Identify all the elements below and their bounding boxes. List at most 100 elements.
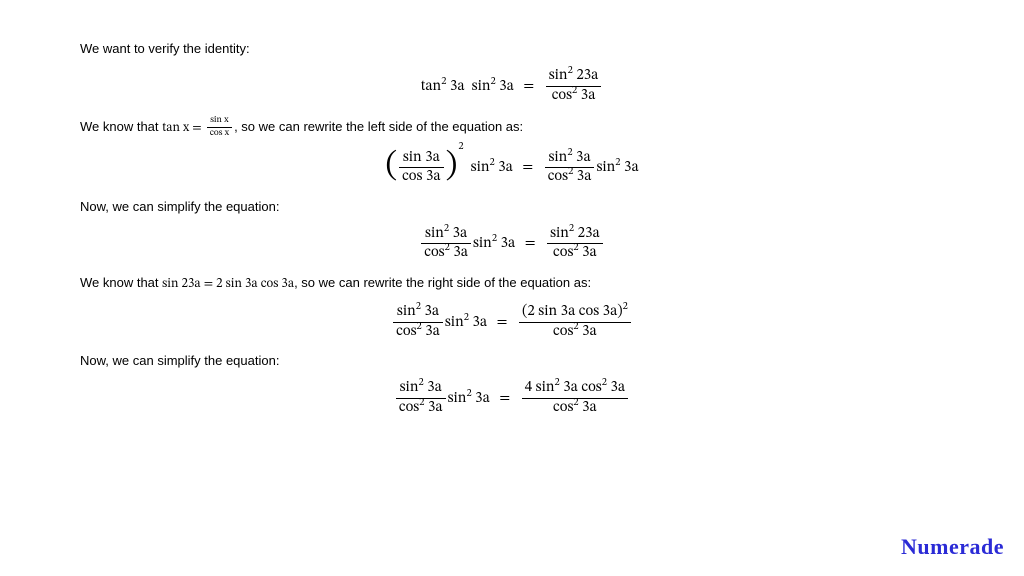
sq-exp: 2 [418, 378, 423, 388]
sin-fn: sin [536, 380, 555, 395]
sq-exp: 2 [573, 243, 578, 253]
cos-fn: cos [552, 88, 572, 103]
arg-3a: 3a [582, 245, 597, 260]
arg-3a: 3a [427, 380, 442, 395]
text-5: Now, we can simplify the equation: [80, 353, 279, 368]
arg-3a: 3a [624, 160, 639, 175]
sq-exp: 2 [490, 77, 495, 87]
arg-3a: 3a [472, 315, 487, 330]
sq-exp: 2 [489, 158, 494, 168]
equation-2: ( sin 3a cos 3a )2 sin2 3a = sin2 3a cos… [80, 150, 944, 186]
fraction: sin2 3a cos2 3a [393, 304, 443, 340]
fraction: sin2 23a cos2 3a [546, 68, 602, 104]
text-line-5: Now, we can simplify the equation: [80, 352, 944, 370]
sq-exp: 2 [458, 142, 463, 152]
sin-fn: sin [596, 160, 615, 175]
cos-fn: cos [396, 324, 416, 339]
cos-fn: cos [553, 324, 573, 339]
arg-23a: 23a [578, 226, 600, 241]
logo-text: Numerade [901, 534, 1004, 559]
equation-1: tan2 3a sin2 3a = sin2 23a cos2 3a [80, 68, 944, 104]
text-4a: We know that [80, 275, 162, 290]
fraction: sin2 3a cos2 3a [396, 380, 446, 416]
text-4b: , so we can rewrite the right side of th… [294, 275, 591, 290]
arg-23a: 23a [576, 68, 598, 83]
cos-3a: cos 3a [399, 168, 443, 186]
sq-exp: 2 [441, 77, 446, 87]
text-2a: We know that [80, 119, 162, 134]
sin-fn: sin [473, 236, 492, 251]
cos-x: cos x [207, 128, 232, 139]
sin-x: sin x [207, 116, 232, 128]
arg-3a: 3a [498, 160, 513, 175]
fraction: sin2 3a cos2 3a [545, 150, 595, 186]
sq-exp: 2 [568, 167, 573, 177]
text-1: We want to verify the identity: [80, 41, 250, 56]
fraction: (2 sin 3a cos 3a)2 cos2 3a [519, 304, 631, 340]
arg-3a: 3a [582, 400, 597, 415]
tan-fn: tan [421, 79, 442, 94]
text-line-4: We know that sin 23a = 2 sin 3a cos 3a, … [80, 274, 944, 294]
sq-exp: 2 [555, 378, 560, 388]
text-3: Now, we can simplify the equation: [80, 199, 279, 214]
equation-3: sin2 3a cos2 3a sin2 3a = sin2 23a cos2 … [80, 226, 944, 262]
sin-fn: sin [397, 304, 416, 319]
fraction: sin2 23a cos2 3a [547, 226, 603, 262]
sq-exp: 2 [444, 224, 449, 234]
arg-3a: 3a [453, 245, 468, 260]
sin-fn: sin [549, 68, 568, 83]
sq-exp: 2 [417, 322, 422, 332]
arg-3a: 3a [450, 79, 465, 94]
sin-fn: sin [448, 391, 467, 406]
cos-fn: cos [424, 245, 444, 260]
paren-expr: (2 sin 3a cos 3a) [522, 304, 623, 319]
arg-3a: 3a [581, 88, 596, 103]
tan-x: tan x [162, 122, 189, 135]
double-angle: 2 sin 3a cos 3a [216, 278, 294, 291]
text-line-1: We want to verify the identity: [80, 40, 944, 58]
sin-fn: sin [550, 226, 569, 241]
arg-3a: 3a [563, 380, 578, 395]
sq-exp: 2 [567, 148, 572, 158]
arg-3a: 3a [425, 324, 440, 339]
fraction: 4 sin2 3a cos2 3a cos2 3a [522, 380, 628, 416]
sq-exp: 2 [492, 234, 497, 244]
sin-fn: sin [471, 160, 490, 175]
sq-exp: 2 [623, 302, 628, 312]
brand-logo: Numerade [901, 534, 1004, 560]
equation-5: sin2 3a cos2 3a sin2 3a = 4 sin2 3a cos2… [80, 380, 944, 416]
arg-3a: 3a [424, 304, 439, 319]
document-body: We want to verify the identity: tan2 3a … [0, 0, 1024, 416]
cos-fn: cos [581, 380, 601, 395]
sin-3a: sin 3a [399, 150, 443, 169]
arg-3a: 3a [610, 380, 625, 395]
sq-exp: 2 [568, 66, 573, 76]
sq-exp: 2 [615, 158, 620, 168]
cos-fn: cos [553, 245, 573, 260]
text-2b: , so we can rewrite the left side of the… [234, 119, 523, 134]
arg-3a: 3a [501, 236, 516, 251]
sq-exp: 2 [466, 389, 471, 399]
sin-fn: sin [548, 150, 567, 165]
arg-3a: 3a [577, 169, 592, 184]
arg-3a: 3a [582, 324, 597, 339]
sq-exp: 2 [445, 243, 450, 253]
sq-exp: 2 [572, 86, 577, 96]
sq-exp: 2 [602, 378, 607, 388]
arg-3a: 3a [475, 391, 490, 406]
sin-fn: sin [425, 226, 444, 241]
coef-4: 4 [525, 380, 532, 395]
arg-3a: 3a [576, 150, 591, 165]
text-line-3: Now, we can simplify the equation: [80, 198, 944, 216]
sin-fn: sin [400, 380, 419, 395]
fraction: sin 3a cos 3a [399, 150, 443, 186]
equation-4: sin2 3a cos2 3a sin2 3a = (2 sin 3a cos … [80, 304, 944, 340]
sq-exp: 2 [416, 302, 421, 312]
sq-exp: 2 [419, 398, 424, 408]
sq-exp: 2 [573, 322, 578, 332]
fraction: sin2 3a cos2 3a [421, 226, 471, 262]
sq-exp: 2 [464, 313, 469, 323]
sin-23a: sin 23a [162, 278, 201, 291]
arg-3a: 3a [453, 226, 468, 241]
sin-fn: sin [472, 79, 491, 94]
